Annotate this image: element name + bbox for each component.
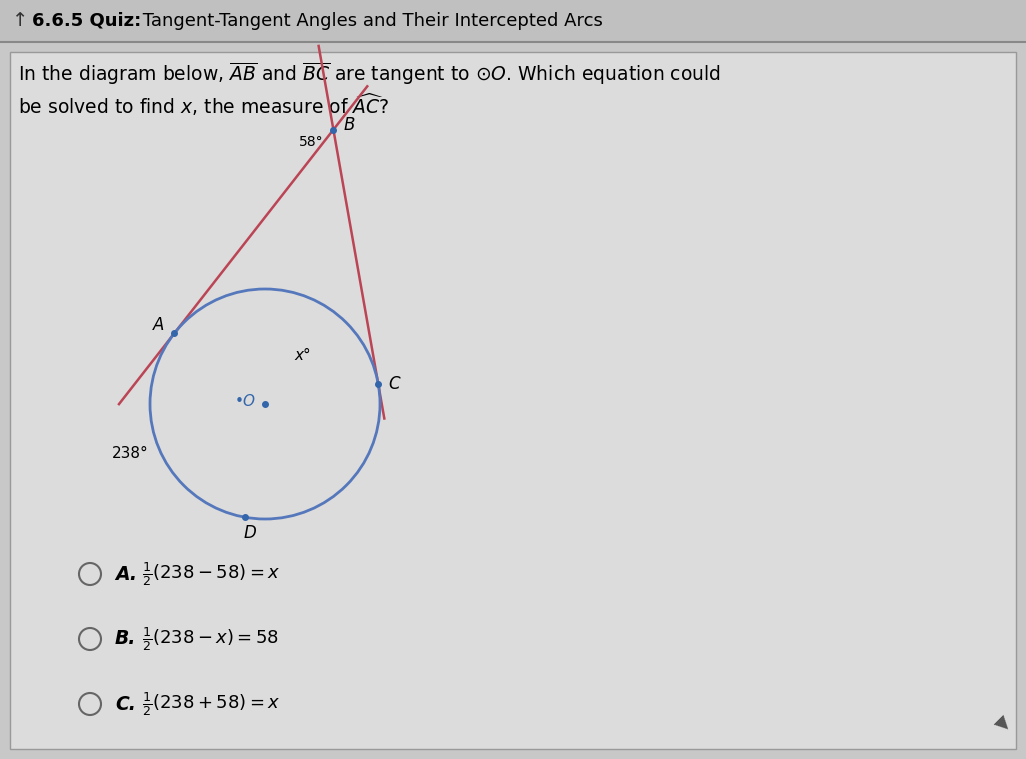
Text: $\frac{1}{2}(238 - 58) = x$: $\frac{1}{2}(238 - 58) = x$: [142, 560, 280, 588]
Text: C.: C.: [115, 694, 135, 713]
FancyBboxPatch shape: [10, 52, 1016, 749]
Text: In the diagram below, $\overline{AB}$ and $\overline{BC}$ are tangent to $\odot : In the diagram below, $\overline{AB}$ an…: [18, 60, 721, 87]
Text: B.: B.: [115, 629, 136, 648]
Text: 58°: 58°: [300, 134, 324, 149]
Text: 238°: 238°: [112, 446, 149, 461]
Text: ▶: ▶: [992, 713, 1015, 735]
Text: Tangent-Tangent Angles and Their Intercepted Arcs: Tangent-Tangent Angles and Their Interce…: [137, 12, 603, 30]
Text: $\frac{1}{2}(238 + 58) = x$: $\frac{1}{2}(238 + 58) = x$: [142, 690, 280, 718]
Text: C: C: [389, 375, 400, 393]
Text: 6.6.5 Quiz:: 6.6.5 Quiz:: [32, 12, 142, 30]
Text: A.: A.: [115, 565, 137, 584]
Text: •O: •O: [235, 395, 255, 410]
FancyBboxPatch shape: [0, 0, 1026, 42]
Text: x°: x°: [294, 348, 311, 364]
Text: A: A: [153, 317, 164, 334]
Text: D: D: [243, 524, 256, 542]
Text: B: B: [344, 115, 355, 134]
Text: ↑: ↑: [12, 11, 29, 30]
Text: be solved to find $x$, the measure of $\widehat{AC}$?: be solved to find $x$, the measure of $\…: [18, 92, 389, 118]
Text: $\frac{1}{2}(238 - x) = 58$: $\frac{1}{2}(238 - x) = 58$: [142, 625, 279, 653]
